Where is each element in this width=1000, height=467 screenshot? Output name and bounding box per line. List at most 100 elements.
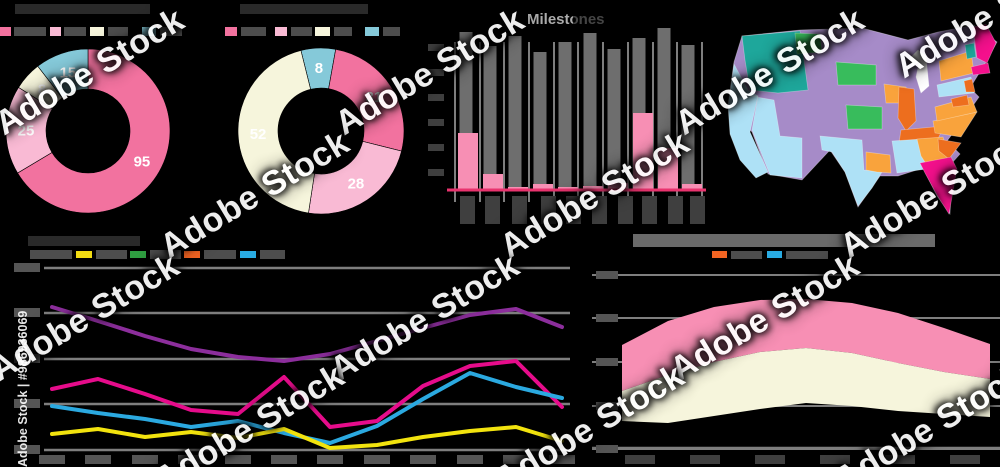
x-label-block	[690, 196, 705, 224]
background-bar	[607, 49, 621, 190]
x-label-block	[625, 455, 655, 464]
area-series-pink-band	[622, 299, 990, 391]
state-region-texas-oklahoma	[819, 135, 883, 207]
donut-value-label: 31	[366, 89, 383, 106]
bar	[608, 183, 628, 190]
legend-label-block	[204, 250, 236, 259]
background-bar	[558, 42, 572, 190]
donut-2: 8 31 28 52	[225, 4, 405, 215]
legend-label-block	[96, 250, 127, 259]
bar	[533, 184, 553, 190]
title-obscured-overlay	[573, 10, 665, 28]
state-region-northwest	[741, 30, 809, 94]
legend-swatch	[76, 251, 92, 258]
state-region-montana-patch	[794, 32, 823, 55]
x-label-block	[503, 455, 529, 464]
y-tick-block	[14, 445, 40, 454]
bar	[658, 148, 678, 190]
line-chart	[14, 236, 575, 464]
x-label-block	[690, 455, 720, 464]
x-label-block	[457, 455, 483, 464]
x-label-block	[460, 196, 475, 224]
legend-label-block	[260, 250, 285, 259]
y-tick-block	[428, 119, 444, 126]
legend-label-block	[334, 27, 352, 36]
donut-segment	[328, 48, 405, 152]
y-tick-block	[596, 314, 618, 322]
x-label-block	[592, 196, 607, 224]
donut-segment	[37, 48, 89, 99]
y-tick-block	[596, 445, 618, 453]
legend-label-block	[786, 251, 828, 259]
donut-value-label: 52	[250, 126, 267, 143]
background-bar	[483, 46, 497, 190]
legend-swatch	[365, 27, 379, 36]
y-tick-block	[428, 169, 444, 176]
x-label-block	[364, 455, 390, 464]
x-label-block	[549, 455, 575, 464]
background-bar	[508, 36, 522, 190]
state-region-florida	[919, 156, 958, 215]
background-bar	[533, 52, 547, 190]
bar	[682, 184, 702, 190]
background-bar	[583, 33, 597, 190]
chart-title-block	[28, 236, 140, 246]
milestones-bar-chart: Milestones	[428, 10, 706, 224]
legend-swatch	[767, 251, 782, 258]
state-region-illinois	[897, 86, 917, 132]
donut-segment	[308, 141, 402, 215]
legend-label-block	[160, 27, 182, 36]
state-region-maryland	[950, 94, 970, 108]
y-tick-block	[596, 402, 618, 410]
legend-label-block	[14, 27, 46, 36]
legend-label-block	[30, 250, 72, 259]
watermark-id-text: Adobe Stock | #986936069	[16, 310, 30, 467]
bar	[633, 113, 653, 190]
legend-swatch	[240, 251, 256, 258]
line-series-yellow	[50, 425, 564, 450]
state-region-great-lakes	[909, 49, 930, 94]
x-label-block	[271, 455, 297, 464]
legend-swatch	[142, 27, 156, 36]
legend-label-block	[731, 251, 762, 259]
y-tick-block	[428, 44, 444, 51]
x-label-block	[410, 455, 436, 464]
x-label-block	[39, 455, 65, 464]
state-region-vermont	[964, 42, 977, 60]
x-label-block	[820, 455, 850, 464]
legend-label-block	[108, 27, 128, 36]
x-label-block	[950, 455, 980, 464]
legend-label-block	[64, 27, 86, 36]
line-series-purple	[50, 305, 564, 363]
y-tick-block	[428, 144, 444, 151]
bar	[583, 186, 603, 190]
chart-title-block	[633, 234, 935, 247]
legend-label-block	[150, 250, 181, 259]
y-tick-block	[596, 358, 618, 366]
donut-value-label: 25	[18, 122, 35, 139]
donut-value-label: 15	[60, 64, 77, 81]
x-label-block	[317, 455, 343, 464]
us-choropleth-map	[727, 23, 998, 216]
x-label-block	[755, 455, 785, 464]
legend-label-block	[383, 27, 400, 36]
y-tick-block	[428, 69, 444, 76]
y-tick-block	[428, 94, 444, 101]
legend-swatch	[130, 251, 146, 258]
y-tick-block	[14, 308, 40, 317]
x-label-block	[668, 196, 683, 224]
area-series-cream-band	[622, 348, 990, 423]
x-label-block	[178, 455, 204, 464]
bar	[458, 133, 478, 190]
line-series-magenta	[50, 359, 564, 429]
legend-label-block	[241, 27, 266, 36]
chart-title-block	[15, 4, 150, 14]
legend-swatch	[225, 27, 237, 36]
state-region-massachusetts	[970, 62, 991, 76]
chart-title-block	[240, 4, 368, 14]
legend-swatch	[50, 27, 61, 36]
donut-segment	[17, 48, 171, 214]
state-region-nebraska-patch	[835, 61, 877, 86]
